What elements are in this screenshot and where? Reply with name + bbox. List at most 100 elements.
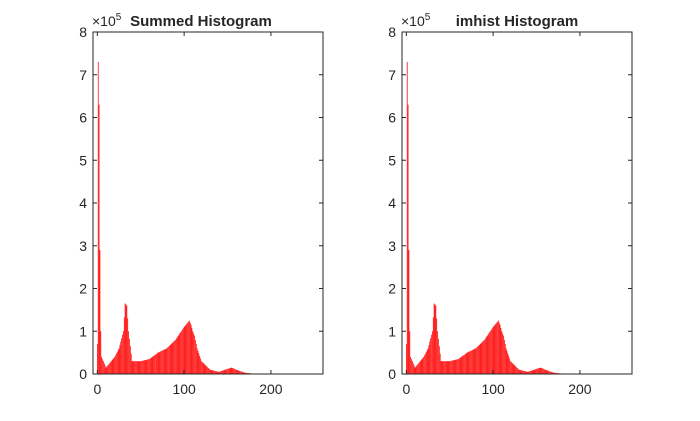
histogram-bar [537,368,538,374]
histogram-bar [237,370,239,374]
histogram-bar [114,356,116,374]
x-tick-label: 0 [93,381,101,397]
histogram-bar [480,343,482,374]
histogram-bar [435,305,437,374]
y-tick-label: 1 [79,323,87,339]
y-tick-label: 8 [79,24,87,40]
histogram-bar [182,329,183,374]
histogram-bar [122,334,123,374]
histogram-bar [208,368,210,374]
histogram-bar [407,104,409,375]
histogram-bar [115,355,116,374]
histogram-bar [109,363,110,374]
histogram-bar [483,340,484,374]
histogram-bar [438,346,440,374]
histogram-bar [223,370,225,374]
histogram-bar [174,340,175,374]
histogram-bar [191,328,193,374]
histogram-bar [546,370,548,374]
histogram-bar [209,369,211,374]
y-tick-label: 5 [388,152,396,168]
histogram-bar [97,61,99,375]
histogram-bar [455,359,457,374]
histogram-bar [459,357,461,374]
histogram-bar [487,334,489,374]
histogram-bar [98,104,100,375]
histogram-bar [412,363,414,374]
histogram-bar [127,318,129,374]
histogram-bar [528,371,530,374]
y-tick-label: 1 [388,323,396,339]
histogram-bar [519,369,521,374]
histogram-bar [136,361,138,374]
histogram-bar [446,361,448,374]
histogram-bar [104,365,106,374]
histogram-bar [428,344,430,374]
histogram-bar [124,303,126,374]
histogram-bar [232,368,234,374]
histogram-bar [408,250,410,374]
histogram-bar [449,361,451,374]
histogram-bar [469,351,471,374]
histogram-bar [103,363,105,374]
histogram-bar [526,371,528,374]
histogram-bar [136,361,137,374]
histogram-bar [169,344,171,374]
histogram-bar [141,360,142,374]
histogram-bar [195,339,196,374]
histogram-bar [474,348,476,374]
histogram-bar [142,360,144,374]
histogram-bar [503,335,504,374]
histogram-bar [464,354,465,374]
histogram-bar [130,353,132,374]
histogram-bar [424,355,425,374]
histogram-bar [158,352,160,374]
histogram-bar [516,367,517,374]
histogram-bar [494,324,496,374]
histogram-bar [228,368,229,374]
histogram-bar [190,324,192,374]
histogram-bar [438,338,439,374]
histogram-bar [491,328,493,374]
histogram-bar [492,326,494,374]
histogram-bar [215,371,216,374]
histogram-bar [536,368,537,374]
histogram-bar [502,333,504,374]
histogram-bar [456,359,458,374]
histogram-bar [225,369,227,374]
histogram-bar [542,368,543,374]
histogram-bar [517,368,518,374]
histogram-bar [461,356,463,374]
histogram-bar [464,353,466,374]
histogram-bar [110,361,112,374]
histogram-bar [448,361,450,374]
histogram-bar [416,365,418,374]
y-tick-label: 7 [79,67,87,83]
histogram-bar [171,343,173,374]
histogram-bar [214,370,215,374]
histogram-bar [148,359,149,374]
histogram-bar [405,344,407,374]
histogram-bar [119,344,121,374]
histogram-bar [530,370,531,374]
histogram-bar [517,368,519,374]
histogram-bar [454,359,456,374]
histogram-bar [525,371,527,374]
histogram-bar [222,370,224,374]
histogram-bar [125,304,127,374]
histogram-bar [541,368,543,374]
histogram-bar [173,341,175,374]
summed-histogram-chart: ×105 Summed Histogram 0 1 2 3 4 5 6 7 8 0 100 200 [79,12,324,397]
histogram-bar [444,361,445,374]
histogram-bar [478,344,480,374]
histogram-bar [205,365,207,374]
histogram-bar [486,335,488,374]
histogram-bar [151,357,153,374]
histogram-bar [106,366,108,374]
histogram-bar [102,359,103,374]
histogram-bar [180,332,182,374]
histogram-bar [451,360,453,374]
histogram-bar [418,362,420,374]
histogram-bar [505,348,507,374]
histogram-bar [427,348,429,374]
